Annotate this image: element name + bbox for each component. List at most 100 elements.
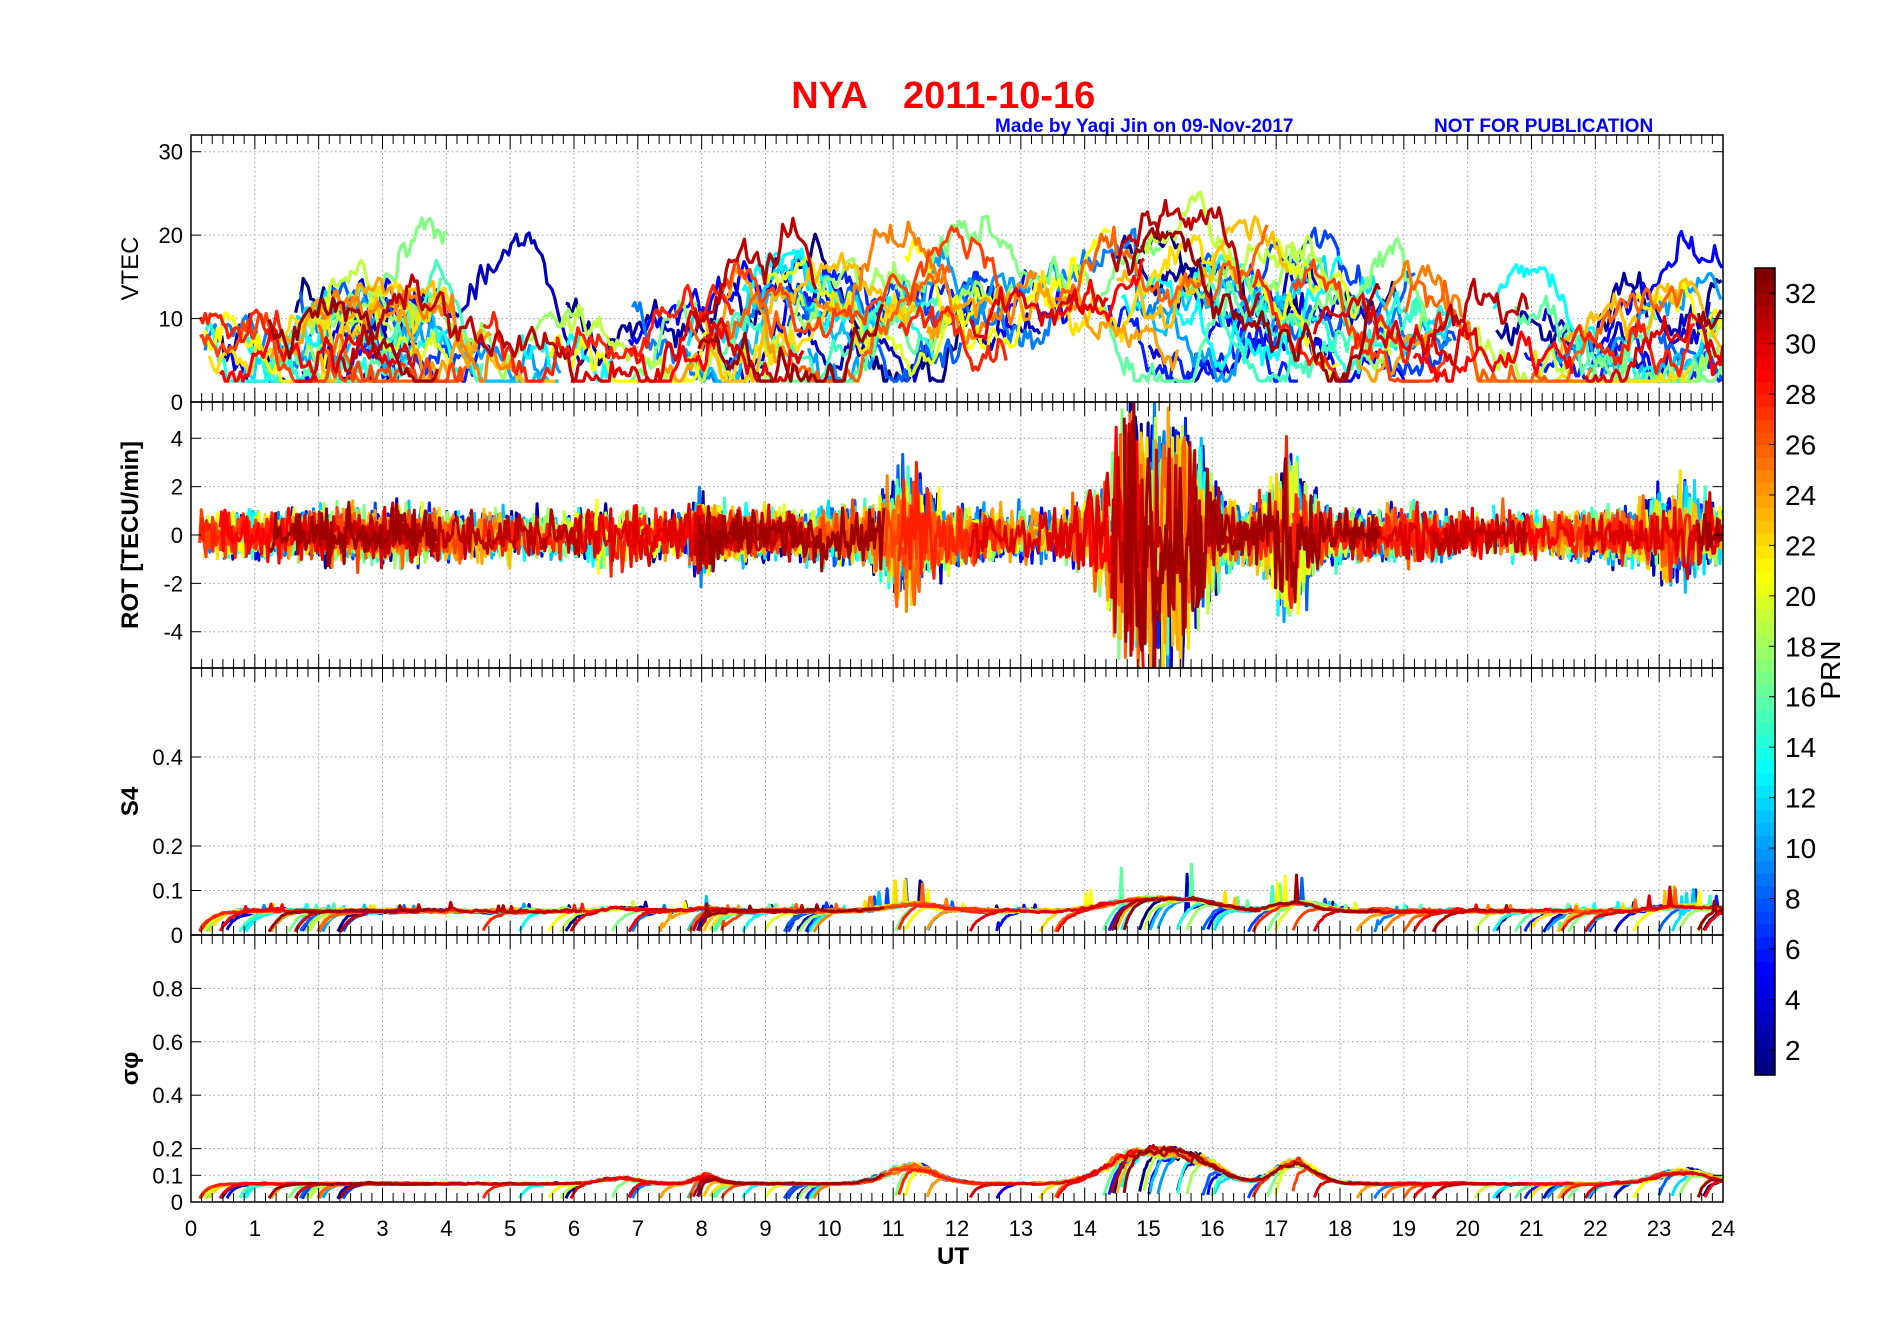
colorbar-swatch xyxy=(1755,671,1775,685)
vtec-ticks xyxy=(191,135,1723,403)
colorbar-swatch xyxy=(1755,558,1775,572)
colorbar-tick-label: 30 xyxy=(1785,329,1816,360)
prn-30-trace xyxy=(968,286,1109,341)
colorbar-swatch xyxy=(1755,1037,1775,1051)
prn-30-trace xyxy=(295,334,417,383)
x-tick-label: 17 xyxy=(1264,1216,1288,1241)
prn-32-trace xyxy=(1122,1145,1380,1194)
colorbar-swatch xyxy=(1755,709,1775,723)
colorbar-swatch xyxy=(1755,343,1775,357)
x-tick-label: 4 xyxy=(440,1216,452,1241)
colorbar-swatch xyxy=(1755,1011,1775,1026)
x-axis-label: UT xyxy=(937,1243,969,1270)
colorbar-swatch xyxy=(1755,1062,1775,1076)
prn-27-trace xyxy=(720,225,1000,339)
prn-29-trace xyxy=(1703,911,1723,931)
sigphi-ytick-label: 0.2 xyxy=(152,1137,183,1162)
prn-28-trace xyxy=(198,308,284,344)
x-tick-label: 7 xyxy=(632,1216,644,1241)
prn-16-trace xyxy=(1513,294,1658,383)
rot-ytick-label: -2 xyxy=(163,571,183,596)
station-title: NYA xyxy=(791,75,868,117)
colorbar-swatch xyxy=(1755,974,1775,988)
prn-9-trace xyxy=(631,281,772,383)
x-tick-label: 8 xyxy=(696,1216,708,1241)
colorbar-swatch xyxy=(1755,923,1775,937)
prn-31-trace xyxy=(1110,198,1262,318)
prn-30-trace xyxy=(1583,491,1723,581)
sigphi-ticks xyxy=(191,935,1723,1203)
colorbar-swatch xyxy=(1755,772,1775,786)
colorbar-swatch xyxy=(1755,747,1775,761)
colorbar-swatch xyxy=(1755,469,1775,483)
prn-25-trace xyxy=(318,289,515,383)
x-tick-label: 0 xyxy=(185,1216,197,1241)
notice-text: NOT FOR PUBLICATION xyxy=(1434,116,1653,137)
colorbar-swatch xyxy=(1755,696,1775,710)
prn-24-trace xyxy=(925,281,1180,372)
prn-32-trace xyxy=(1696,1178,1723,1198)
sigphi-ytick-label: 0 xyxy=(171,1190,183,1215)
colorbar-tick-label: 24 xyxy=(1785,480,1816,511)
vtec-ytick-label: 20 xyxy=(159,223,183,248)
prn-30-trace xyxy=(968,901,1109,932)
prn-32-trace xyxy=(267,1180,437,1200)
panel-rot: -4 -2 0 2 4 ROT [TECU/min] xyxy=(117,401,1724,669)
prn-28-trace xyxy=(897,903,1007,931)
vtec-ytick-label: 30 xyxy=(159,140,183,165)
vtec-ytick-label: 10 xyxy=(159,307,183,332)
colorbar-swatch xyxy=(1755,494,1775,509)
x-tick-label: 23 xyxy=(1647,1216,1671,1241)
prn-28-trace xyxy=(897,1168,1007,1196)
sigphi-grid xyxy=(191,935,1723,1202)
colorbar-swatch xyxy=(1755,797,1775,811)
colorbar-swatch xyxy=(1755,646,1775,660)
colorbar-swatch xyxy=(1755,621,1775,635)
prn-26-trace xyxy=(1402,279,1684,383)
rot-ytick-label: 2 xyxy=(171,475,183,500)
colorbar-swatch xyxy=(1755,583,1775,597)
x-tick-label: 21 xyxy=(1519,1216,1543,1241)
panel-vtec: 0 10 20 30 VTEC xyxy=(117,134,1724,415)
x-tick-label: 3 xyxy=(376,1216,388,1241)
prn-20-trace xyxy=(1697,316,1723,346)
sigphi-ylabel: σφ xyxy=(117,1052,144,1086)
prn-30-trace xyxy=(570,309,805,383)
prn-32-trace xyxy=(1696,512,1723,552)
s4-series xyxy=(198,862,1723,933)
sigphi-ytick-label: 0.8 xyxy=(152,976,183,1001)
colorbar-swatch xyxy=(1755,734,1775,748)
colorbar-swatch xyxy=(1755,268,1775,282)
prn-29-trace xyxy=(218,325,319,383)
colorbar-tick-label: 6 xyxy=(1785,934,1801,965)
prn-31-trace xyxy=(339,273,583,383)
prn-31-trace xyxy=(339,900,582,933)
prn-30-trace xyxy=(1583,312,1723,383)
colorbar-swatch xyxy=(1755,356,1775,370)
colorbar-swatch xyxy=(1755,658,1775,673)
prn-32-trace xyxy=(267,500,439,568)
prn-29-trace xyxy=(218,902,318,932)
colorbar-tick-label: 32 xyxy=(1785,278,1816,309)
panel-sigphi: 00.10.2 0.4 0.6 0.8 σφ xyxy=(117,934,1724,1215)
prn-24-trace xyxy=(269,276,493,383)
colorbar-swatch xyxy=(1755,293,1775,307)
colorbar-tick-label: 26 xyxy=(1785,430,1816,461)
prn-31-trace xyxy=(1431,1181,1528,1200)
colorbar-swatch xyxy=(1755,305,1775,320)
sigphi-ytick-label: 0.4 xyxy=(152,1083,183,1108)
colorbar-swatch xyxy=(1755,532,1775,547)
date-title: 2011-10-16 xyxy=(903,75,1095,117)
prn-28-trace xyxy=(198,511,283,560)
colorbar-swatch xyxy=(1755,394,1775,408)
prn-31-trace xyxy=(1431,904,1528,933)
colorbar-swatch xyxy=(1755,507,1775,521)
credit-text: Made by Yaqi Jin on 09-Nov-2017 xyxy=(995,116,1293,137)
colorbar-swatch xyxy=(1755,873,1775,887)
prn-31-trace xyxy=(1431,513,1529,558)
colorbar-swatch xyxy=(1755,860,1775,874)
s4-grid xyxy=(191,668,1723,935)
prn-31-trace xyxy=(692,216,818,328)
